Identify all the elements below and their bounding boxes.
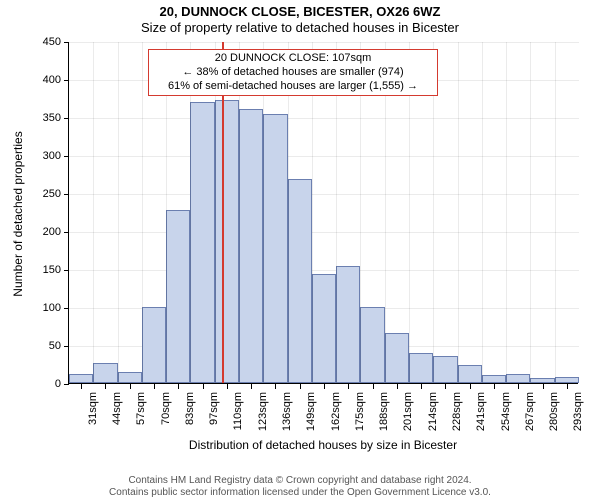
- histogram-bar: [506, 374, 530, 383]
- y-tick-label: 400: [31, 74, 61, 86]
- y-tick-mark: [64, 384, 69, 385]
- x-tick-mark: [494, 384, 495, 389]
- y-gridline: [69, 118, 579, 119]
- y-axis-title: Number of detached properties: [11, 43, 25, 385]
- histogram-bar: [142, 307, 166, 383]
- histogram-bar: [166, 210, 190, 383]
- histogram-bar: [312, 274, 336, 383]
- x-tick-mark: [203, 384, 204, 389]
- x-tick-mark: [81, 384, 82, 389]
- chart-root: 20, DUNNOCK CLOSE, BICESTER, OX26 6WZ Si…: [0, 0, 600, 500]
- x-tick-mark: [567, 384, 568, 389]
- x-tick-mark: [227, 384, 228, 389]
- x-tick-mark: [445, 384, 446, 389]
- histogram-bar: [69, 374, 93, 383]
- y-tick-label: 250: [31, 188, 61, 200]
- y-tick-mark: [64, 308, 69, 309]
- y-tick-label: 50: [31, 340, 61, 352]
- x-gridline: [458, 42, 459, 384]
- histogram-bar: [458, 365, 482, 383]
- histogram-bar: [433, 356, 457, 383]
- y-tick-mark: [64, 42, 69, 43]
- x-gridline: [482, 42, 483, 384]
- x-gridline: [530, 42, 531, 384]
- y-tick-label: 150: [31, 264, 61, 276]
- x-axis-title: Distribution of detached houses by size …: [68, 438, 578, 452]
- y-tick-label: 350: [31, 112, 61, 124]
- y-tick-label: 100: [31, 302, 61, 314]
- y-gridline: [69, 232, 579, 233]
- x-gridline: [555, 42, 556, 384]
- annotation-line: ← 38% of detached houses are smaller (97…: [153, 66, 433, 80]
- x-gridline: [142, 42, 143, 384]
- y-gridline: [69, 270, 579, 271]
- x-gridline: [118, 42, 119, 384]
- histogram-bar: [530, 378, 554, 383]
- histogram-bar: [482, 375, 506, 383]
- x-tick-mark: [348, 384, 349, 389]
- y-gridline: [69, 42, 579, 43]
- chart-title-line-2: Size of property relative to detached ho…: [0, 20, 600, 35]
- footer-line-2: Contains public sector information licen…: [0, 487, 600, 498]
- x-gridline: [93, 42, 94, 384]
- histogram-bar: [409, 353, 433, 383]
- x-tick-mark: [105, 384, 106, 389]
- y-gridline: [69, 156, 579, 157]
- x-tick-mark: [130, 384, 131, 389]
- chart-title-line-1: 20, DUNNOCK CLOSE, BICESTER, OX26 6WZ: [0, 4, 600, 19]
- histogram-bar: [190, 102, 214, 383]
- histogram-bar: [93, 363, 117, 383]
- plot-area: 05010015020025030035040045031sqm44sqm57s…: [68, 42, 578, 384]
- y-tick-label: 0: [31, 378, 61, 390]
- y-tick-mark: [64, 232, 69, 233]
- histogram-bar: [118, 372, 142, 383]
- y-tick-label: 300: [31, 150, 61, 162]
- histogram-bar: [263, 114, 287, 383]
- histogram-bar: [215, 100, 239, 383]
- histogram-bar: [360, 307, 384, 383]
- histogram-bar: [385, 333, 409, 383]
- x-tick-mark: [373, 384, 374, 389]
- y-tick-mark: [64, 80, 69, 81]
- y-tick-label: 450: [31, 36, 61, 48]
- y-tick-mark: [64, 156, 69, 157]
- histogram-bar: [288, 179, 312, 383]
- footer-line-1: Contains HM Land Registry data © Crown c…: [0, 475, 600, 486]
- histogram-bar: [555, 377, 579, 383]
- x-tick-mark: [251, 384, 252, 389]
- histogram-bar: [239, 109, 263, 383]
- y-tick-label: 200: [31, 226, 61, 238]
- x-tick-mark: [421, 384, 422, 389]
- y-tick-mark: [64, 270, 69, 271]
- x-tick-mark: [397, 384, 398, 389]
- x-tick-mark: [300, 384, 301, 389]
- annotation-box: 20 DUNNOCK CLOSE: 107sqm← 38% of detache…: [148, 49, 438, 96]
- x-gridline: [506, 42, 507, 384]
- x-tick-mark: [470, 384, 471, 389]
- y-tick-mark: [64, 118, 69, 119]
- x-tick-mark: [324, 384, 325, 389]
- histogram-bar: [336, 266, 360, 383]
- x-tick-mark: [154, 384, 155, 389]
- annotation-line: 20 DUNNOCK CLOSE: 107sqm: [153, 52, 433, 66]
- x-tick-mark: [178, 384, 179, 389]
- x-tick-mark: [543, 384, 544, 389]
- y-tick-mark: [64, 194, 69, 195]
- x-tick-mark: [275, 384, 276, 389]
- y-gridline: [69, 194, 579, 195]
- x-tick-mark: [518, 384, 519, 389]
- annotation-line: 61% of semi-detached houses are larger (…: [153, 80, 433, 94]
- y-tick-mark: [64, 346, 69, 347]
